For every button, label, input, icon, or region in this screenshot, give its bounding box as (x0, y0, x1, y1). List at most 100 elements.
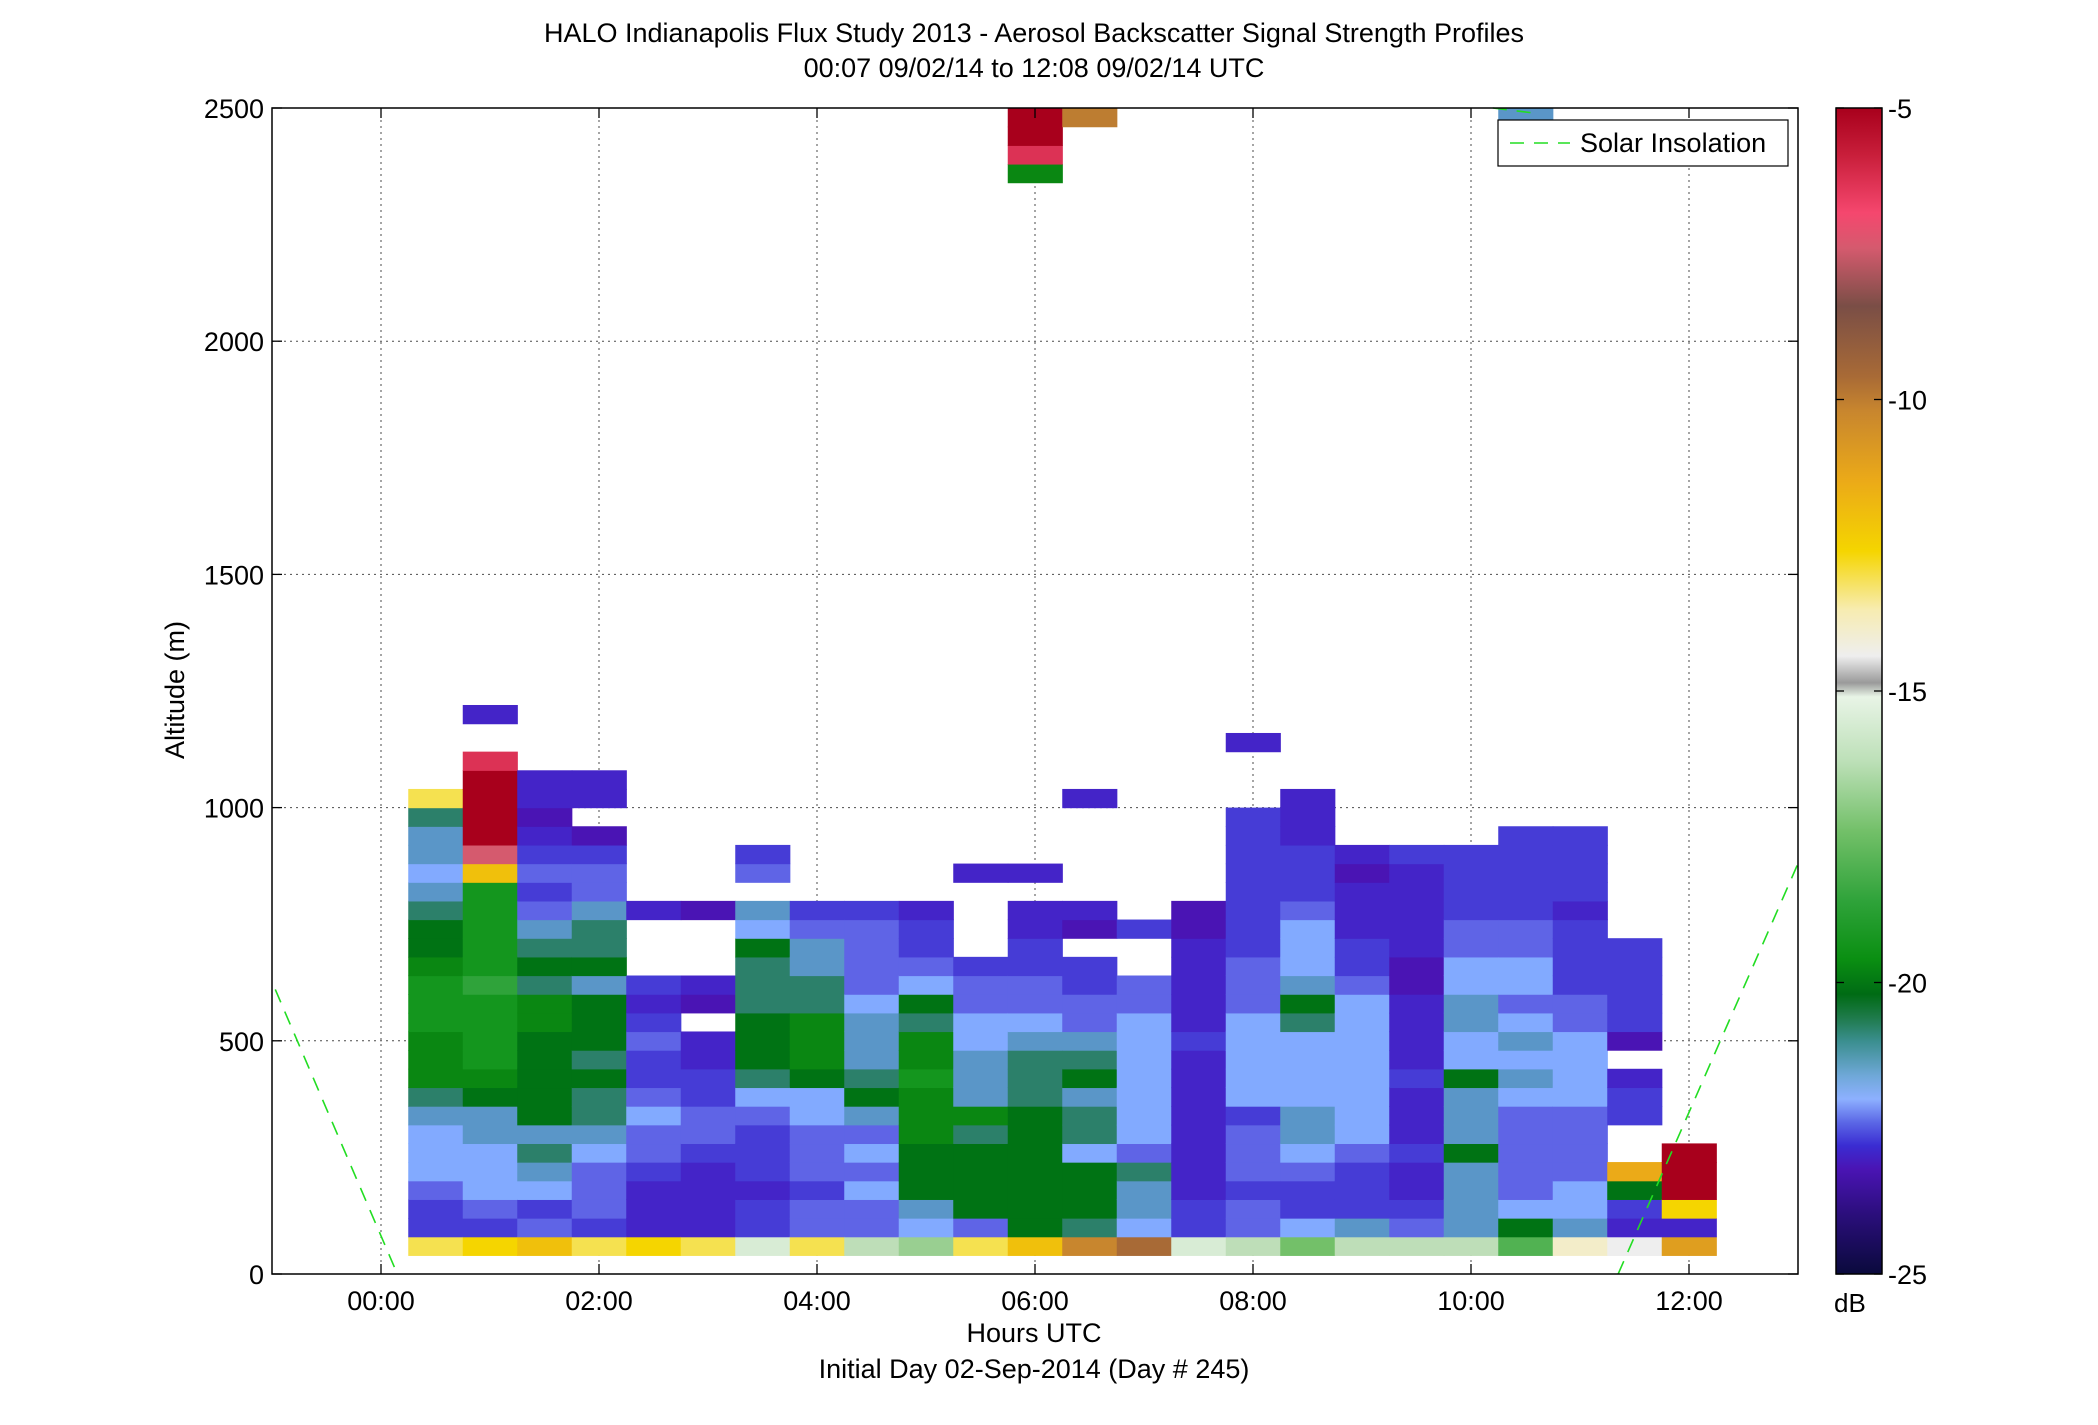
heatmap-cell (789, 1162, 845, 1182)
heatmap-cell (1062, 108, 1118, 128)
heatmap-cell (844, 1124, 900, 1145)
heatmap-cell (1498, 975, 1554, 995)
heatmap-cell (1552, 1162, 1608, 1182)
heatmap-cell (408, 1124, 464, 1145)
heatmap-cell (571, 826, 627, 846)
heatmap-cell (735, 1162, 791, 1182)
heatmap-cell (462, 919, 518, 939)
heatmap-cell (1280, 975, 1336, 995)
heatmap-cell (517, 826, 573, 846)
heatmap-cell (1389, 1199, 1445, 1219)
heatmap-cell (898, 956, 954, 977)
heatmap-cell (1225, 1012, 1281, 1033)
heatmap-cell (898, 1218, 954, 1238)
heatmap-cell (626, 1180, 682, 1200)
heatmap-cell (462, 938, 518, 958)
heatmap-cell (626, 1068, 682, 1089)
heatmap-cell (1007, 956, 1063, 977)
heatmap-cell (1552, 1012, 1608, 1033)
heatmap-cell (1552, 1236, 1608, 1256)
initial-day-label: Initial Day 02-Sep-2014 (Day # 245) (819, 1354, 1250, 1384)
heatmap-cell (408, 882, 464, 902)
heatmap-cell (408, 938, 464, 958)
heatmap-cell (1607, 938, 1663, 958)
heatmap-cell (1062, 1162, 1118, 1182)
heatmap-cell (1498, 956, 1554, 977)
heatmap-cell (1062, 1012, 1118, 1033)
heatmap-cell (680, 1106, 736, 1126)
heatmap-cell (1607, 1087, 1663, 1107)
heatmap-cell (1443, 1143, 1499, 1163)
heatmap-cell (1389, 844, 1445, 865)
heatmap-cell (517, 1106, 573, 1126)
heatmap-cell (1334, 1199, 1390, 1219)
heatmap-cell (1389, 956, 1445, 977)
heatmap-cell (789, 919, 845, 939)
heatmap-cell (735, 919, 791, 939)
heatmap-cell (462, 1106, 518, 1126)
x-tick-label: 06:00 (1001, 1286, 1069, 1316)
heatmap-cell (1171, 975, 1227, 995)
heatmap-cell (1007, 1012, 1063, 1033)
x-tick-label: 04:00 (783, 1286, 851, 1316)
heatmap-cell (953, 1050, 1009, 1070)
heatmap-cell (626, 994, 682, 1014)
heatmap-cell (1225, 994, 1281, 1014)
heatmap-cell (408, 1143, 464, 1163)
heatmap-cell (462, 770, 518, 790)
heatmap-cell (1116, 1199, 1172, 1219)
heatmap-cell (844, 975, 900, 995)
heatmap-cell (1280, 788, 1336, 809)
heatmap-cell (844, 1162, 900, 1182)
heatmap-cell (844, 1031, 900, 1051)
heatmap-cell (1661, 1180, 1717, 1200)
heatmap-cell (1225, 938, 1281, 958)
x-tick-label: 08:00 (1219, 1286, 1287, 1316)
heatmap-cell (1062, 975, 1118, 995)
heatmap-cell (1007, 1106, 1063, 1126)
heatmap-cell (1334, 975, 1390, 995)
heatmap-cell (898, 994, 954, 1014)
heatmap-cell (844, 919, 900, 939)
heatmap-cell (789, 1031, 845, 1051)
heatmap-cell (1389, 1068, 1445, 1089)
heatmap-cell (1171, 1031, 1227, 1051)
heatmap-cell (789, 956, 845, 977)
heatmap-cell (898, 1087, 954, 1107)
heatmap-cell (735, 1180, 791, 1200)
heatmap-cell (462, 1143, 518, 1163)
heatmap-cell (1116, 1106, 1172, 1126)
heatmap-cell (408, 1050, 464, 1070)
heatmap-cell (462, 975, 518, 995)
heatmap-cell (1225, 1106, 1281, 1126)
heatmap-cell (1171, 1218, 1227, 1238)
heatmap-cell (626, 1050, 682, 1070)
heatmap-cell (1171, 1180, 1227, 1200)
heatmap-cell (1498, 882, 1554, 902)
heatmap-cell (462, 788, 518, 809)
heatmap-cell (1280, 1031, 1336, 1051)
heatmap-cell (898, 1031, 954, 1051)
heatmap-cell (1116, 1050, 1172, 1070)
heatmap-cell (571, 844, 627, 865)
heatmap-cell (408, 863, 464, 883)
heatmap-cell (1607, 1012, 1663, 1033)
heatmap-cell (1280, 900, 1336, 921)
heatmap-cell (1498, 1180, 1554, 1200)
heatmap-cell (1389, 1180, 1445, 1200)
heatmap-cell (1498, 826, 1554, 846)
heatmap-cell (1552, 994, 1608, 1014)
heatmap-cell (1443, 1031, 1499, 1051)
heatmap-cell (1552, 1106, 1608, 1126)
heatmap-cell (1443, 1236, 1499, 1256)
heatmap-cell (1443, 1162, 1499, 1182)
heatmap-cell (408, 826, 464, 846)
heatmap-cell (1007, 994, 1063, 1014)
heatmap-cell (953, 994, 1009, 1014)
heatmap-cell (1007, 975, 1063, 995)
heatmap-cell (1498, 919, 1554, 939)
heatmap-cell (517, 938, 573, 958)
heatmap-cell (571, 1180, 627, 1200)
heatmap-cell (735, 844, 791, 865)
heatmap-cell (1607, 956, 1663, 977)
